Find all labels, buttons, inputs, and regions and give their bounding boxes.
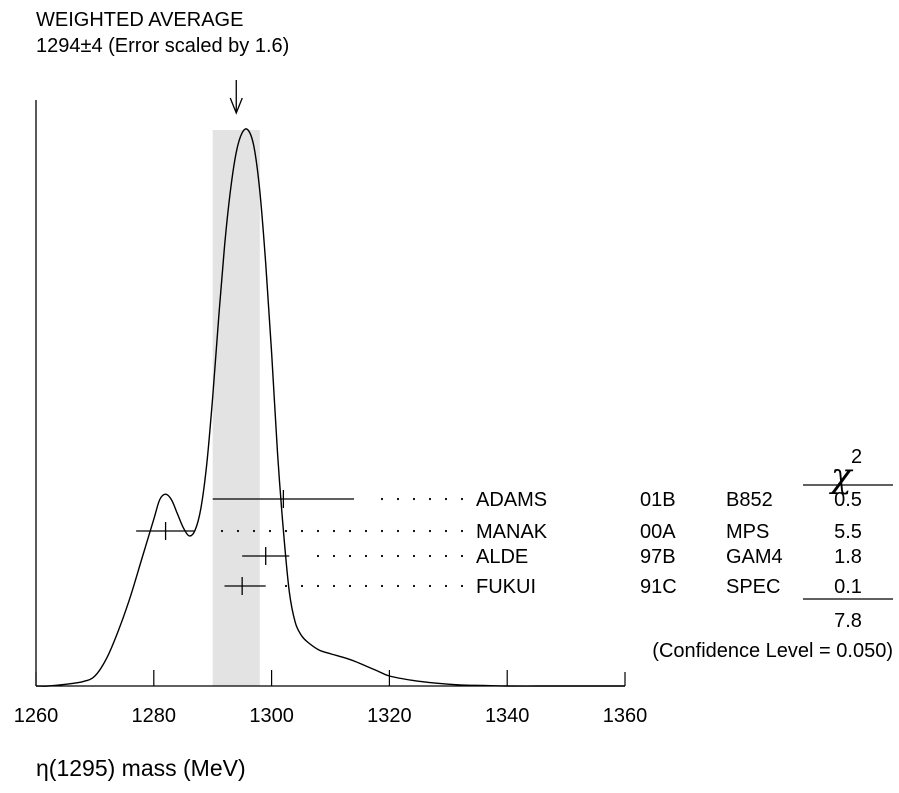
measurement-row: MANAK 00A MPS 5.5 [136,521,862,543]
measurement-year: 00A [640,521,676,543]
weighted-average-arrow [229,80,243,115]
leader-dot [364,584,368,588]
measurement-row: ALDE 97B GAM4 1.8 [242,546,862,568]
leader-dot [268,529,272,533]
leader-dot [460,584,464,588]
leader-dot [316,554,320,558]
leader-dot [300,584,304,588]
leader-dot [380,529,384,533]
measurement-experiment: GAM4 [726,546,783,568]
leader-dot [428,584,432,588]
chi2-header: χ [829,456,854,496]
x-tick-label: 1360 [603,705,648,727]
leader-dot [364,554,368,558]
measurement-name: ALDE [476,546,528,568]
leader-dot [428,529,432,533]
leader-dot [444,584,448,588]
measurement-chi2: 1.8 [834,546,862,568]
measurement-experiment: SPEC [726,576,780,598]
leader-dot [444,529,448,533]
ideogram-curve [35,128,625,687]
leader-dot [396,554,400,558]
measurement-row: FUKUI 91C SPEC 0.1 [224,576,862,598]
x-axis-tick-labels: 1260 1280 1300 1320 1340 1360 [14,705,648,727]
leader-dot [412,584,416,588]
chart-title: WEIGHTED AVERAGE [36,9,243,31]
leader-dot [460,554,464,558]
measurement-experiment: B852 [726,489,773,511]
leader-dot [380,584,384,588]
x-tick-label: 1340 [485,705,530,727]
leader-dot [412,497,416,501]
leader-dot [284,529,288,533]
leader-dot [332,554,336,558]
x-tick-label: 1320 [367,705,412,727]
leader-dot [428,554,432,558]
leader-dot [444,497,448,501]
leader-dot [332,584,336,588]
leader-dot [220,529,224,533]
measurement-chi2: 0.1 [834,576,862,598]
leader-dot [380,497,384,501]
measurement-name: FUKUI [476,576,536,598]
x-axis-label: η(1295) mass (MeV) [36,755,246,781]
leader-dot [300,529,304,533]
weighted-average-band [212,130,260,686]
chi2-total: 7.8 [834,610,862,632]
leader-dot [316,584,320,588]
leader-dot [412,529,416,533]
measurement-chi2: 5.5 [834,521,862,543]
x-axis-ticks [35,670,626,686]
leader-dot [444,554,448,558]
measurement-name: ADAMS [476,489,547,511]
measurements: ADAMS 01B B852 0.5 MANAK 00A MPS 5.5 ALDE 97B GAM4… [136,489,862,598]
chi2-header-superscript: 2 [851,446,862,468]
leader-dot [428,497,432,501]
measurement-year: 91C [640,576,677,598]
leader-dot [348,529,352,533]
leader-dot [364,529,368,533]
confidence-level: (Confidence Level = 0.050) [652,640,893,662]
leader-dot [396,497,400,501]
leader-dot [252,529,256,533]
leader-dot [412,554,416,558]
leader-dot [348,554,352,558]
measurement-year: 97B [640,546,676,568]
x-tick-label: 1260 [14,705,59,727]
dotted-leader [220,529,464,533]
leader-dot [380,554,384,558]
measurement-experiment: MPS [726,521,769,543]
leader-dot [460,529,464,533]
leader-dot [236,529,240,533]
leader-dot [396,584,400,588]
dotted-leader [284,584,464,588]
leader-dot [316,529,320,533]
measurement-year: 01B [640,489,676,511]
leader-dot [284,584,288,588]
leader-dot [396,529,400,533]
leader-dot [332,529,336,533]
measurement-name: MANAK [476,521,548,543]
dotted-leader [380,497,464,501]
leader-dot [348,584,352,588]
measurement-row: ADAMS 01B B852 0.5 [212,489,862,511]
chart-subtitle: 1294±4 (Error scaled by 1.6) [36,35,289,57]
dotted-leader [316,554,464,558]
arrow-head [229,97,243,115]
leader-dot [460,497,464,501]
x-tick-label: 1280 [132,705,177,727]
measurement-chi2: 0.5 [834,489,862,511]
x-tick-label: 1300 [249,705,294,727]
